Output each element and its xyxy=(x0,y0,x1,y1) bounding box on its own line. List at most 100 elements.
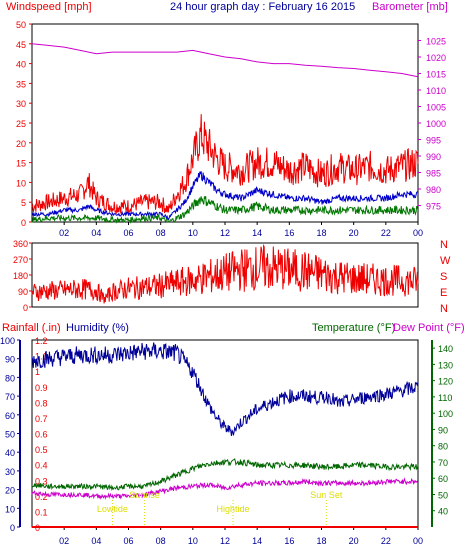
x-tick-label: 18 xyxy=(316,536,326,546)
rain-tick-label: 0.8 xyxy=(35,398,48,408)
x-tick-label: 08 xyxy=(156,536,166,546)
y-tick-label: 10 xyxy=(16,178,26,188)
y-tick-label: 15 xyxy=(16,159,26,169)
humidity-axis-label: Humidity (%) xyxy=(66,322,129,334)
rainfall-axis-label: Rainfall (.in) xyxy=(2,322,61,334)
annotation-label: Sun Set xyxy=(310,490,343,500)
x-tick-label: 18 xyxy=(316,228,326,238)
compass-label: W xyxy=(440,255,451,267)
y-tick-label: 270 xyxy=(13,255,28,265)
x-tick-label: 14 xyxy=(252,536,262,546)
windspeed-axis-label: Windspeed [mph] xyxy=(6,1,92,13)
windspeed-green-line xyxy=(32,195,419,224)
y-tick-label: 40 xyxy=(16,60,26,70)
x-tick-label: 04 xyxy=(91,536,101,546)
x-tick-label: 22 xyxy=(381,536,391,546)
y-tick-label: 25 xyxy=(16,119,26,129)
humidity-tick-label: 40 xyxy=(5,448,15,458)
dewpoint-axis-label: Dew Point (°F) xyxy=(393,322,465,334)
y2-tick-label: 1020 xyxy=(426,53,446,63)
humidity-tick-label: 100 xyxy=(0,336,15,346)
rain-tick-label: 0.4 xyxy=(35,461,48,471)
humidity-tick-label: 90 xyxy=(5,355,15,365)
y2-tick-label: 985 xyxy=(426,169,441,179)
rain-tick-label: 0.2 xyxy=(35,492,48,502)
x-tick-label: 10 xyxy=(188,228,198,238)
x-tick-label: 16 xyxy=(284,228,294,238)
y2-tick-label: 1015 xyxy=(426,70,446,80)
humidity-line xyxy=(31,342,419,436)
x-tick-label: 02 xyxy=(59,536,69,546)
x-tick-label: 00 xyxy=(413,536,423,546)
rain-tick-label: 0.6 xyxy=(35,430,48,440)
x-tick-label: 00 xyxy=(413,228,423,238)
y-tick-label: 35 xyxy=(16,79,26,89)
compass-label: E xyxy=(440,287,447,299)
rain-tick-label: 0.1 xyxy=(35,507,48,517)
y-tick-label: 90 xyxy=(18,287,28,297)
x-tick-label: 20 xyxy=(349,536,359,546)
rain-tick-label: 1 xyxy=(35,367,40,377)
page-title: 24 hour graph day : February 16 2015 xyxy=(170,1,355,13)
x-tick-label: 20 xyxy=(349,228,359,238)
x-tick-label: 12 xyxy=(220,228,230,238)
annotation-label: Hightide xyxy=(217,504,250,514)
temperature-tick-label: 80 xyxy=(438,442,448,452)
x-tick-label: 06 xyxy=(123,536,133,546)
humidity-tick-label: 10 xyxy=(5,504,15,514)
windspeed-average-line xyxy=(31,171,419,221)
wind-direction-axes: 0 90 180 270 360 xyxy=(13,239,32,313)
humidity-tick-label: 80 xyxy=(5,373,15,383)
y2-tick-label: 1010 xyxy=(426,86,446,96)
rain-tick-label: 0.9 xyxy=(35,383,48,393)
y2-tick-label: 990 xyxy=(426,152,441,162)
y2-tick-label: 995 xyxy=(426,136,441,146)
temperature-tick-label: 70 xyxy=(438,458,448,468)
rain-tick-label: 0.5 xyxy=(35,445,48,455)
y2-tick-label: 1025 xyxy=(426,37,446,47)
x-tick-label: 02 xyxy=(59,228,69,238)
temperature-tick-label: 100 xyxy=(438,409,453,419)
y-tick-label: 0 xyxy=(23,303,28,313)
x-tick-label: 12 xyxy=(220,536,230,546)
y2-tick-label: 980 xyxy=(426,185,441,195)
temperature-tick-label: 120 xyxy=(438,377,453,387)
windspeed-gust-line xyxy=(31,114,419,214)
rain-tick-label: 0.3 xyxy=(35,476,48,486)
y-tick-label: 360 xyxy=(13,239,28,249)
wind-direction-series xyxy=(31,243,419,304)
y-tick-label: 30 xyxy=(16,99,26,109)
humidity-temperature-axes: 00.10.20.30.40.50.60.70.80.911.11.201020… xyxy=(0,336,453,546)
temperature-tick-label: 40 xyxy=(438,507,448,517)
y2-tick-label: 1005 xyxy=(426,103,446,113)
rain-tick-label: 0.7 xyxy=(35,414,48,424)
temperature-tick-label: 60 xyxy=(438,474,448,484)
compass-label: S xyxy=(440,271,447,283)
y2-tick-label: 1000 xyxy=(426,119,446,129)
dewpoint-line xyxy=(31,477,419,501)
y-tick-label: 180 xyxy=(13,271,28,281)
x-tick-label: 08 xyxy=(156,228,166,238)
wind-barometer-axes: 0510152025303540455097598098599099510001… xyxy=(16,20,446,238)
temperature-tick-label: 110 xyxy=(438,393,452,403)
temperature-axis-label: Temperature (°F) xyxy=(312,322,395,334)
humidity-tick-label: 0 xyxy=(10,523,15,533)
x-tick-label: 06 xyxy=(123,228,133,238)
y-tick-label: 45 xyxy=(16,40,26,50)
x-tick-label: 22 xyxy=(381,228,391,238)
y-tick-label: 5 xyxy=(21,198,26,208)
humidity-tick-label: 20 xyxy=(5,486,15,496)
humidity-tick-label: 70 xyxy=(5,392,15,402)
temperature-tick-label: 130 xyxy=(438,360,453,370)
x-tick-label: 14 xyxy=(252,228,262,238)
barometer-axis-label: Barometer [mb] xyxy=(372,1,448,13)
annotation-label: Lowtide xyxy=(97,504,128,514)
y2-tick-label: 975 xyxy=(426,202,441,212)
rain-tick-label: 1.1 xyxy=(35,352,48,362)
y-tick-label: 0 xyxy=(21,218,26,228)
y-tick-label: 20 xyxy=(16,139,26,149)
